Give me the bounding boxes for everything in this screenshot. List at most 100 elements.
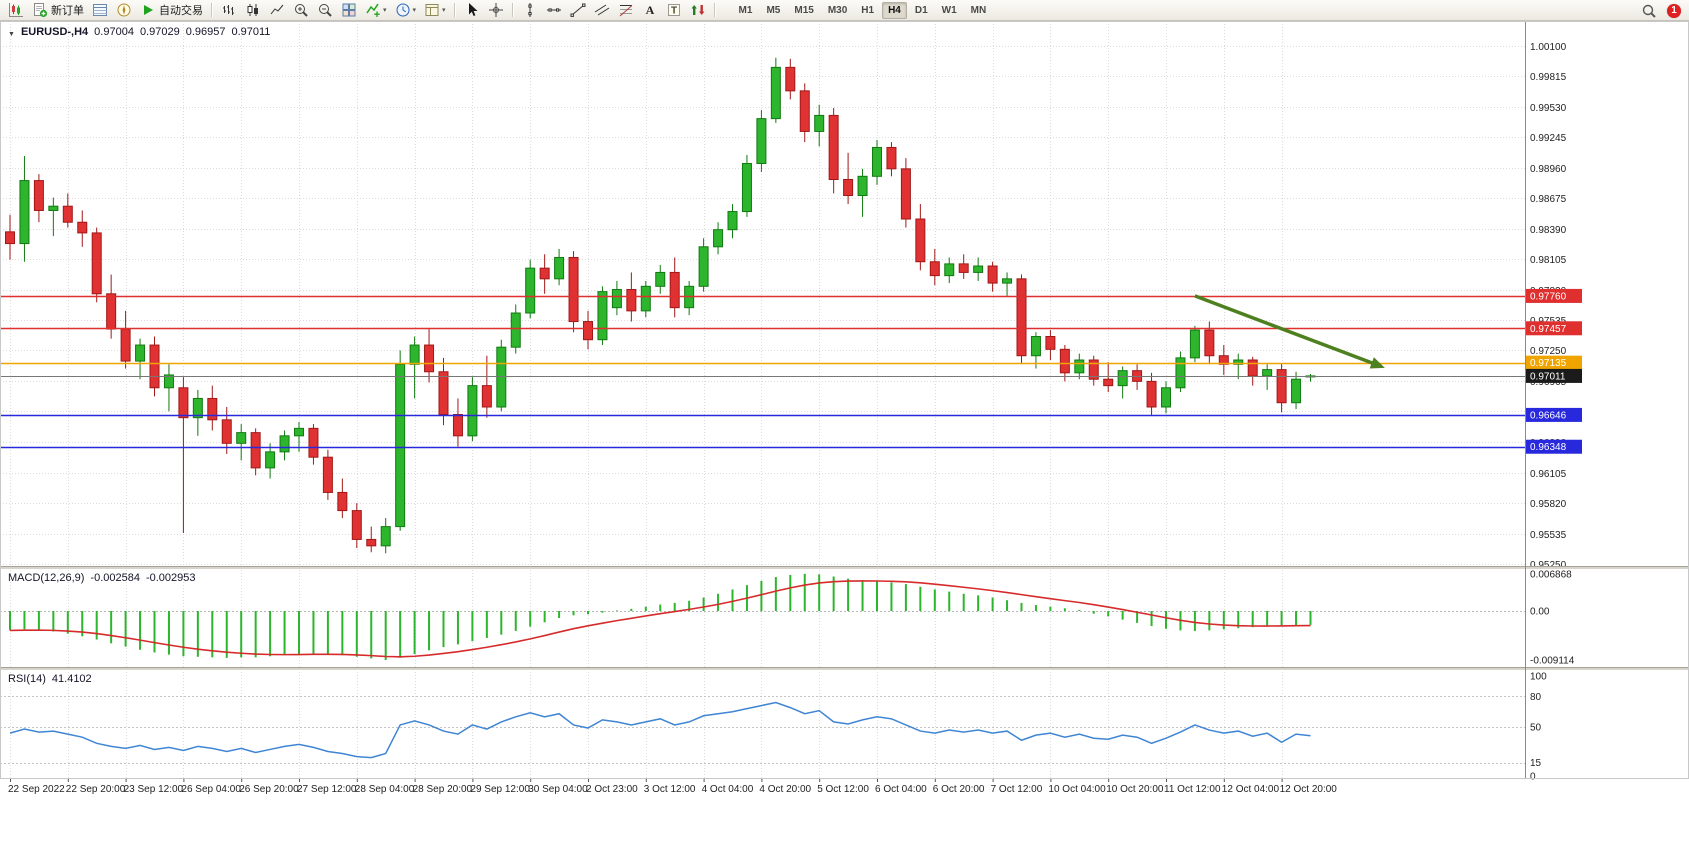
candle	[62, 193, 73, 228]
timeframe-m5[interactable]: M5	[766, 4, 781, 16]
price-axis-label: 0.99245	[1530, 133, 1567, 144]
candle	[814, 104, 825, 147]
candle	[843, 152, 854, 205]
candle	[467, 377, 478, 442]
time-axis-label: 27 Sep 12:00	[297, 784, 357, 795]
periods-button[interactable]: ▾	[392, 1, 420, 19]
time-axis-label: 22 Sep 20:00	[66, 784, 126, 795]
timeframe-d1[interactable]: D1	[914, 4, 928, 16]
cursor-icon	[464, 2, 480, 18]
candle	[1276, 363, 1287, 413]
line-chart-button[interactable]	[266, 1, 288, 19]
svg-text:0.97011: 0.97011	[1530, 371, 1566, 382]
candle	[973, 257, 984, 281]
zoom-out-button[interactable]	[314, 1, 336, 19]
svg-text:0.97135: 0.97135	[1530, 358, 1567, 369]
candle	[698, 238, 709, 292]
search-button[interactable]	[1638, 2, 1660, 20]
text-a-icon: A	[642, 2, 658, 18]
candle	[207, 385, 218, 431]
candles-icon-icon	[245, 2, 261, 18]
time-axis-label: 6 Oct 20:00	[933, 784, 985, 795]
svg-text:0.96348: 0.96348	[1530, 442, 1567, 453]
candle	[77, 210, 88, 247]
navigator-button[interactable]	[113, 1, 135, 19]
candle	[1291, 371, 1302, 410]
candle	[395, 350, 406, 531]
text-button[interactable]: A	[639, 1, 661, 19]
timeframe-mn[interactable]: MN	[970, 4, 987, 16]
toolbar-separator	[453, 3, 456, 17]
time-axis-label: 11 Oct 12:00	[1164, 784, 1221, 795]
price-axis-label: 0.98960	[1530, 164, 1567, 175]
macd-scale-label: 0.006868	[1530, 570, 1572, 581]
price-tag: 0.96646	[1526, 407, 1582, 422]
new-order-button[interactable]: 新订单	[29, 1, 87, 19]
time-axis-label: 2 Oct 23:00	[586, 784, 638, 795]
time-axis-label: 12 Oct 04:00	[1222, 784, 1280, 795]
timeframe-h4[interactable]: H4	[882, 1, 907, 19]
market-watch-button[interactable]	[89, 1, 111, 19]
fibonacci-button[interactable]	[615, 1, 637, 19]
timeframe-h1[interactable]: H1	[861, 4, 875, 16]
horizontal-line-button[interactable]	[543, 1, 565, 19]
time-axis-label: 6 Oct 04:00	[875, 784, 927, 795]
timeframe-w1[interactable]: W1	[941, 4, 957, 16]
tile-windows-button[interactable]	[338, 1, 360, 19]
crosshair-button[interactable]	[485, 1, 507, 19]
auto-trading-button[interactable]: 自动交易	[137, 1, 206, 19]
chart-canvas[interactable]: 1.00100 0.99815 0.99530 0.99245 0.98960 0.986…	[0, 21, 1689, 858]
channel-icon	[594, 2, 610, 18]
candle	[1233, 353, 1244, 380]
candle	[409, 336, 420, 399]
play-icon	[140, 2, 156, 18]
timeframe-m1[interactable]: M1	[738, 4, 753, 16]
time-axis-label: 4 Oct 20:00	[759, 784, 811, 795]
new-chart-button[interactable]	[5, 1, 27, 19]
candle	[438, 357, 449, 426]
timeframe-toolbar: M1 M5 M15 M30 H1 H4 D1 W1 MN	[732, 1, 994, 19]
price-axis-label: 0.99530	[1530, 103, 1567, 114]
notification-badge[interactable]: 1	[1667, 3, 1681, 18]
candle	[380, 518, 391, 554]
arrows-button[interactable]	[687, 1, 709, 19]
market-watch-icon	[92, 2, 108, 18]
bar-chart-button[interactable]	[218, 1, 240, 19]
navigator-icon	[116, 2, 132, 18]
time-axis-label: 4 Oct 04:00	[702, 784, 754, 795]
time-axis-label: 5 Oct 12:00	[817, 784, 869, 795]
cursor-button[interactable]	[461, 1, 483, 19]
trendline-button[interactable]	[567, 1, 589, 19]
indicators-button[interactable]: ▾	[362, 1, 390, 19]
price-tag: 0.97760	[1526, 288, 1582, 303]
candle	[713, 222, 724, 255]
rsi-scale-label: 15	[1530, 758, 1542, 769]
candle	[308, 424, 319, 465]
candle	[135, 338, 146, 380]
vline-icon	[522, 2, 538, 18]
candle	[756, 110, 767, 173]
trend-arrow[interactable]	[1194, 294, 1385, 369]
text-label-button[interactable]: T	[663, 1, 685, 19]
timeframe-m15[interactable]: M15	[794, 4, 814, 16]
rsi-scale-label: 80	[1530, 692, 1542, 703]
candlestick-chart-button[interactable]	[242, 1, 264, 19]
price-axis-label: 0.95250	[1530, 560, 1567, 571]
time-axis-label: 10 Oct 04:00	[1048, 784, 1106, 795]
timeframe-m30[interactable]: M30	[827, 4, 848, 16]
candle	[655, 264, 666, 294]
templates-button[interactable]: ▾	[421, 1, 449, 19]
indicator-icon	[365, 2, 381, 18]
zoom-in-button[interactable]	[290, 1, 312, 19]
candle	[525, 259, 536, 319]
price-axis-label: 0.96105	[1530, 469, 1567, 480]
candle	[1045, 330, 1056, 361]
channel-button[interactable]	[591, 1, 613, 19]
time-axis-label: 23 Sep 12:00	[124, 784, 184, 795]
price-axis-label: 0.95820	[1530, 499, 1567, 510]
time-axis-label: 7 Oct 12:00	[991, 784, 1043, 795]
vertical-line-button[interactable]	[519, 1, 541, 19]
pane-splitter[interactable]	[0, 667, 1689, 670]
candlestick-series	[5, 57, 1316, 554]
pane-splitter[interactable]	[0, 566, 1689, 569]
